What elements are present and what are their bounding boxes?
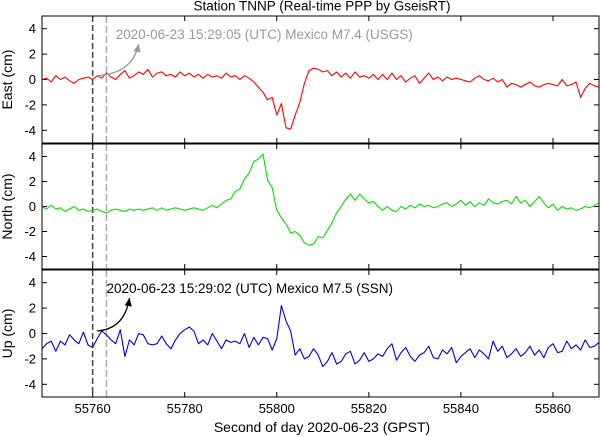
y-tick-label-up: -2 bbox=[24, 351, 36, 366]
y-tick-label-north: -4 bbox=[24, 249, 36, 264]
panels: -4 -2 0 2 4 East (cm) 2020-06-23 15:29:05 (UTC… bbox=[0, 15, 600, 416]
series-line-east bbox=[41, 67, 600, 130]
panel-east: -4 -2 0 2 4 East (cm) 2020-06-23 15:29:05 (UTC… bbox=[0, 15, 600, 144]
panel-up: -4 -2 0 2 4 Up (cm) 2020-06-23 15:29:02 (UTC) … bbox=[0, 269, 600, 416]
y-tick-label-east: -4 bbox=[24, 123, 36, 138]
x-tick-label: 55760 bbox=[75, 401, 111, 416]
y-tick-label-up: 2 bbox=[29, 301, 36, 316]
y-tick-label-east: 4 bbox=[29, 21, 36, 36]
x-tick-label: 55840 bbox=[443, 401, 479, 416]
y-tick-label-north: 2 bbox=[29, 174, 36, 189]
ssn-annotation-text: 2020-06-23 15:29:02 (UTC) Mexico M7.5 (S… bbox=[106, 281, 393, 296]
y-tick-label-east: -2 bbox=[24, 97, 36, 112]
y-tick-label-north: 0 bbox=[29, 199, 36, 214]
y-tick-label-east: 2 bbox=[29, 47, 36, 62]
x-tick-label: 55860 bbox=[535, 401, 571, 416]
y-tick-label-east: 0 bbox=[29, 72, 36, 87]
y-tick-label-north: -2 bbox=[24, 224, 36, 239]
usgs-annotation-arrow bbox=[97, 43, 141, 77]
series-line-up bbox=[41, 305, 600, 368]
chart-title: Station TNNP (Real-time PPP by GseisRT) bbox=[193, 0, 450, 14]
y-tick-label-up: 4 bbox=[29, 275, 36, 290]
panel-frame-north bbox=[41, 143, 600, 270]
panel-frame-east bbox=[41, 15, 600, 144]
y-axis-label-north: North (cm) bbox=[0, 173, 15, 239]
y-tick-label-up: 0 bbox=[29, 326, 36, 341]
x-tick-label: 55800 bbox=[259, 401, 295, 416]
y-tick-label-north: 4 bbox=[29, 149, 36, 164]
y-tick-label-up: -4 bbox=[24, 377, 36, 392]
y-axis-label-east: East (cm) bbox=[0, 50, 15, 110]
ssn-annotation-arrow bbox=[97, 297, 132, 332]
x-axis-label: Second of day 2020-06-23 (GPST) bbox=[214, 419, 430, 435]
y-axis-label-up: Up (cm) bbox=[0, 309, 15, 359]
x-tick-label: 55780 bbox=[167, 401, 203, 416]
series-line-north bbox=[41, 153, 600, 246]
panel-frame-up bbox=[41, 269, 600, 398]
panel-north: -4 -2 0 2 4 North (cm) bbox=[0, 143, 600, 270]
usgs-annotation-text: 2020-06-23 15:29:05 (UTC) Mexico M7.4 (U… bbox=[116, 27, 413, 42]
x-tick-label: 55820 bbox=[351, 401, 387, 416]
